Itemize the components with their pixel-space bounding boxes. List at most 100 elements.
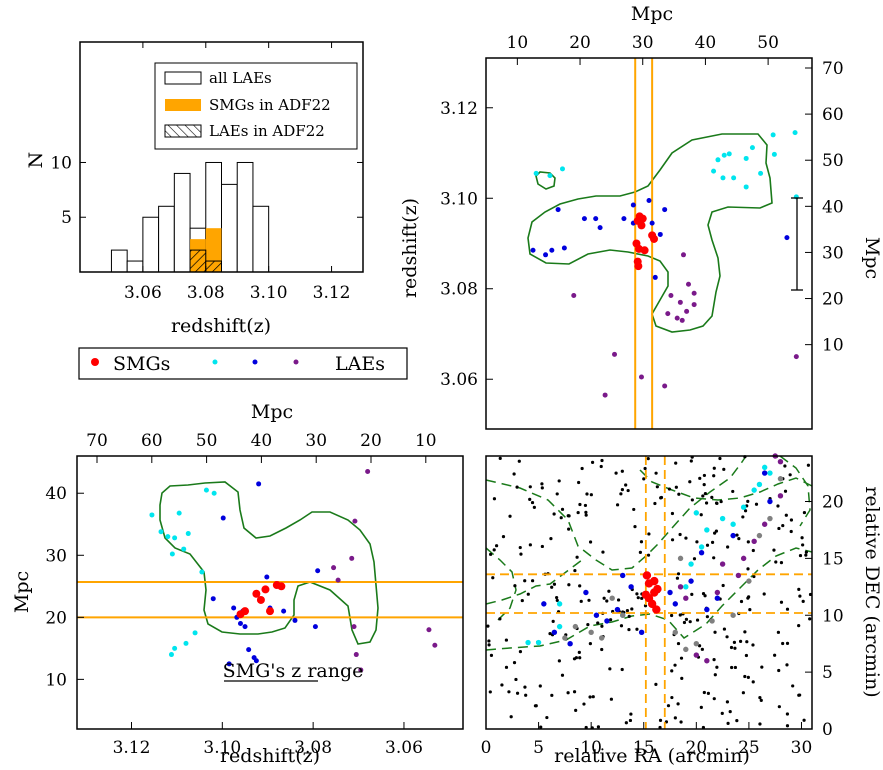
panel5-background-source: [488, 690, 492, 694]
panel5-background-source: [781, 641, 785, 646]
panel5-point-blue: [730, 532, 736, 539]
panel5-background-source: [776, 630, 781, 634]
panel3-point-cyan: [749, 145, 755, 151]
panel5-background-source: [715, 665, 719, 669]
panel5-background-source: [627, 614, 631, 618]
panel5-background-source: [746, 675, 750, 679]
panel5-background-source: [751, 643, 755, 647]
panel5-background-source: [726, 545, 730, 549]
panel5-background-source: [783, 464, 787, 468]
panel5-background-source: [698, 476, 702, 480]
panel5-background-source: [670, 538, 675, 542]
panel5-point-red: [650, 576, 659, 586]
panel5-background-source: [718, 456, 722, 461]
panel5-point-blue: [761, 470, 768, 476]
panel3-ytick-right-label: 30: [822, 243, 844, 263]
panel5-point-cyan: [556, 601, 563, 607]
panel5-background-source: [486, 624, 490, 628]
panel5-point-blue: [698, 549, 705, 556]
panel5-background-source: [512, 660, 517, 665]
panel5-xtick-label: 25: [738, 738, 760, 758]
panel5-point-purple: [735, 572, 742, 579]
panel5-background-source: [666, 704, 671, 708]
panel5-background-source: [548, 632, 552, 636]
panel5-background-source: [743, 509, 748, 513]
panel5-background-source: [732, 640, 737, 644]
panel5-background-source: [551, 619, 555, 624]
panel5-background-source: [643, 466, 647, 471]
panel3-ytick-label: 3.08: [440, 280, 478, 300]
panel4-point-cyan: [176, 510, 182, 516]
panel5-background-source: [684, 536, 688, 540]
panel5-point-gray: [746, 578, 752, 584]
panel4-point-purple: [426, 627, 432, 633]
hist-bar-hatched: [189, 249, 207, 273]
panel5-background-source: [695, 540, 699, 544]
panel4-point-blue: [231, 605, 237, 611]
panel5-background-source: [798, 553, 803, 558]
panel5-background-source: [532, 505, 536, 509]
panel5-background-source: [670, 695, 674, 700]
legend-label-smgs-marker: SMGs: [113, 353, 170, 375]
panel4-point-blue: [315, 568, 321, 574]
panel5-point-gray: [598, 635, 605, 641]
legend-marker-lae-cyan: [212, 359, 218, 365]
panel4-point-blue: [256, 481, 262, 487]
panel5-background-source: [599, 464, 603, 469]
panel5-background-source: [722, 627, 727, 631]
histogram-ticks: 3.06 3.08 3.10 3.12 5 10: [50, 42, 363, 303]
panel5-background-source: [715, 501, 719, 506]
panel4-point-blue: [312, 624, 318, 630]
panel5-background-source: [632, 507, 636, 512]
hist-bar-open: [221, 183, 238, 273]
panel5-background-source: [692, 557, 697, 561]
panel5-background-source: [501, 535, 506, 539]
panel4-xtick-label: 3.12: [113, 738, 151, 758]
panel5-background-source: [658, 718, 663, 722]
panel5-background-source: [627, 627, 631, 632]
panel5-background-source: [785, 724, 790, 728]
panel5-point-cyan: [704, 527, 710, 533]
panel5-points: [525, 453, 784, 664]
panel5-background-source: [737, 537, 741, 541]
panel4-xtick-label: 3.06: [385, 738, 423, 758]
panel5-background-source: [682, 620, 687, 625]
panel5-background-source: [731, 489, 735, 494]
panel5-background-source: [588, 695, 592, 699]
panel4-xlabel: redshift(z): [220, 745, 320, 767]
panel5-background-source: [498, 617, 502, 621]
panel5-background-source: [701, 494, 705, 498]
panel5-background-source: [605, 599, 609, 603]
panel5-point-cyan: [693, 510, 700, 516]
sky-map-panel: 0 5 10 15 20 25 30 0 5 10 15 20 relative RA (arcmin…: [481, 453, 883, 767]
panel5-background-source: [783, 489, 788, 493]
panel5-background-source: [797, 624, 801, 628]
panel5-background-source: [555, 595, 559, 600]
panel3-point-red: [640, 246, 649, 255]
panel5-background-source: [626, 488, 630, 493]
panel5-background-source: [777, 705, 781, 709]
panel5-background-source: [797, 587, 801, 591]
panel5-background-source: [559, 516, 563, 520]
panel3-point-cyan: [547, 173, 553, 179]
panel3-ticks: 10 20 30 40 50 3.06 3.08 3.10 3.12 10 20 30 40 50 60 70: [440, 33, 844, 390]
panel5-background-source: [784, 513, 788, 517]
panel5-background-source: [577, 650, 581, 655]
panel5-point-red: [642, 571, 652, 580]
panel5-background-source: [600, 458, 604, 463]
panel3-point-red: [650, 234, 659, 243]
panel5-point-cyan: [698, 544, 705, 550]
panel5-background-source: [704, 501, 709, 505]
panel5-background-source: [680, 676, 684, 681]
panel5-background-source: [655, 485, 659, 489]
panel3-point-purple: [680, 252, 686, 258]
histogram-ylabel: N: [25, 152, 47, 169]
panel5-background-source: [789, 529, 793, 534]
panel3-point-purple: [602, 392, 608, 398]
panel5-point-gray: [588, 629, 594, 636]
panel4-xtick-top-label: 20: [360, 431, 382, 451]
panel5-background-source: [498, 456, 502, 460]
panel5-background-source: [509, 715, 513, 719]
panel5-background-source: [567, 583, 571, 587]
